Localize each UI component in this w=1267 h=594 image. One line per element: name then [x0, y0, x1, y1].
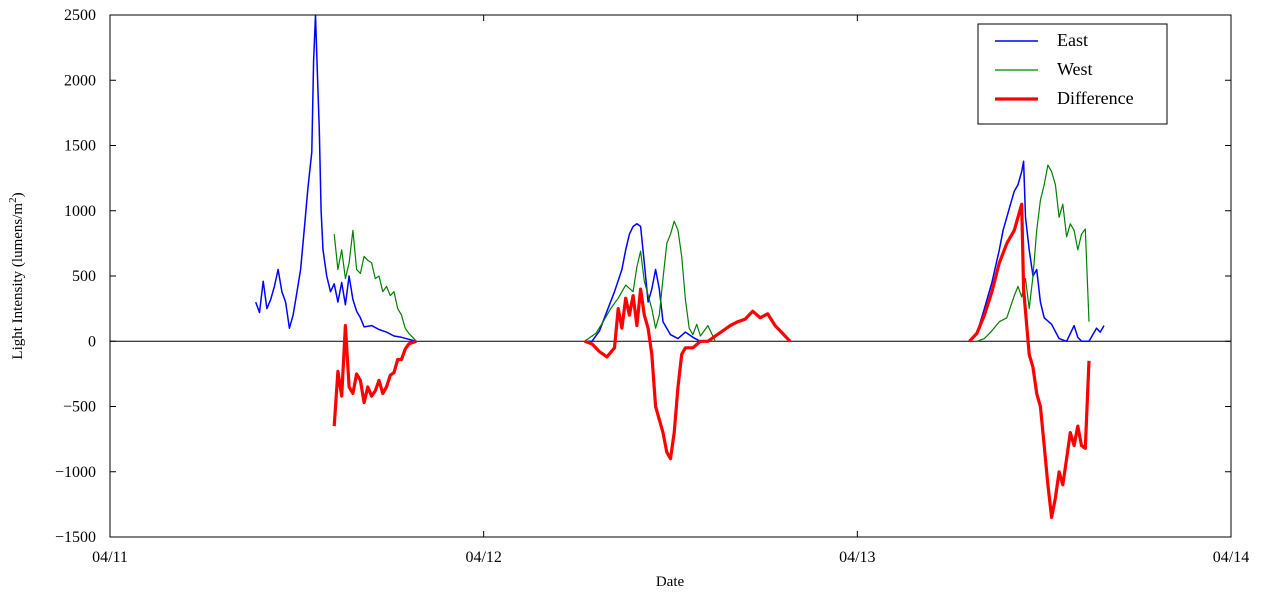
series-west	[333, 164, 1090, 342]
x-tick-label: 04/13	[839, 549, 875, 566]
legend-label-west: West	[1057, 59, 1093, 79]
legend-label-east: East	[1057, 30, 1088, 50]
y-tick-label: 2500	[64, 7, 96, 24]
legend-label-difference: Difference	[1057, 88, 1134, 108]
y-tick-label: −1000	[55, 464, 96, 481]
x-axis: 04/11 04/12 04/13 04/14	[92, 15, 1249, 566]
series-east	[254, 14, 1105, 343]
series-line-west	[976, 164, 1090, 342]
y-tick-label: 0	[88, 333, 96, 350]
y-tick-label: −1500	[55, 529, 96, 546]
series-line-east	[584, 223, 701, 343]
x-tick-label: 04/14	[1213, 549, 1249, 566]
series-line-west	[584, 220, 716, 342]
series-line-west	[333, 229, 417, 342]
series-line-difference	[968, 202, 1091, 519]
y-axis-label: Light Intensity (lumens/m2)	[7, 192, 26, 359]
y-tick-label: 1500	[64, 138, 96, 155]
x-tick-label: 04/12	[465, 549, 501, 566]
legend: East West Difference	[977, 23, 1168, 125]
series-line-east	[968, 160, 1105, 343]
y-axis: −1500 −1000 −500 0 500 1000 1500 2000 2500	[55, 7, 1231, 546]
series-line-east	[254, 14, 417, 343]
x-axis-label: Date	[656, 574, 685, 590]
series-line-difference	[584, 287, 792, 461]
series-difference	[332, 202, 1091, 519]
y-tick-label: −500	[63, 399, 96, 416]
x-tick-label: 04/11	[92, 549, 128, 566]
series-line-difference	[332, 324, 417, 427]
y-tick-label: 500	[72, 268, 96, 285]
y-tick-label: 1000	[64, 203, 96, 220]
series-layer	[254, 14, 1105, 519]
y-tick-label: 2000	[64, 72, 96, 89]
